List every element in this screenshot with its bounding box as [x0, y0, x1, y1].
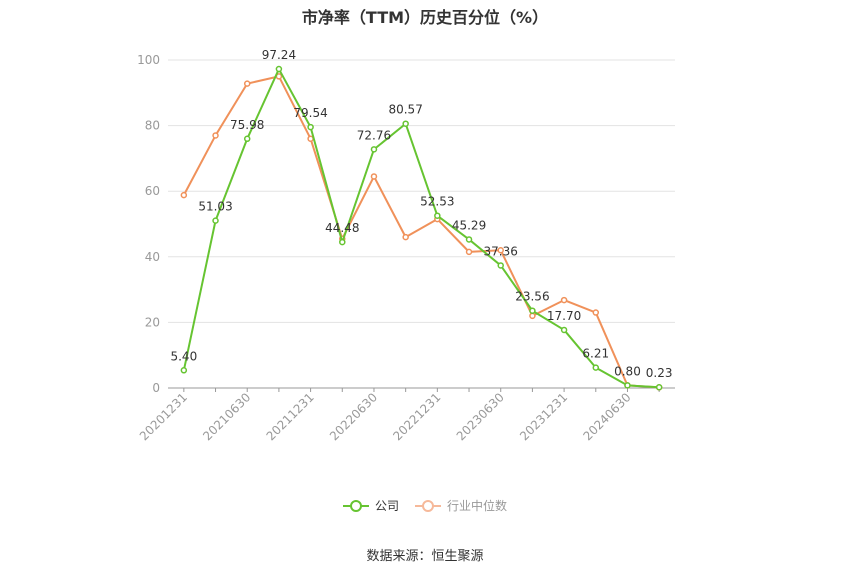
chart-legend: 公司 行业中位数	[0, 497, 850, 514]
data-point	[560, 326, 568, 334]
data-label: 17.70	[547, 309, 581, 323]
data-source: 数据来源：恒生聚源	[366, 549, 484, 564]
data-point	[624, 382, 631, 389]
data-point	[275, 65, 283, 73]
data-point	[497, 262, 504, 269]
data-point	[655, 383, 663, 391]
data-point	[592, 309, 600, 316]
data-label: 80.57	[388, 103, 422, 117]
legend-item-company[interactable]: 公司	[342, 497, 399, 514]
data-point	[402, 120, 409, 127]
legend-line-company-icon	[342, 499, 369, 512]
data-point	[434, 212, 441, 219]
data-label: 52.53	[420, 195, 454, 209]
data-point	[339, 238, 346, 246]
data-point	[370, 146, 378, 153]
legend-line-industry-icon	[415, 499, 441, 512]
data-label: 5.40	[170, 349, 197, 363]
x-tick-label: 20230630	[454, 390, 507, 443]
x-tick-label: 20240630	[581, 390, 634, 443]
y-tick-label: 60	[145, 184, 160, 198]
data-point	[465, 248, 473, 256]
x-tick-label: 20211231	[264, 390, 317, 443]
data-label: 79.54	[293, 106, 327, 120]
data-point	[402, 233, 409, 241]
data-label: 44.48	[325, 221, 359, 235]
data-point	[370, 173, 378, 180]
data-point	[497, 246, 504, 254]
y-tick-label: 20	[145, 315, 160, 329]
data-point	[307, 123, 314, 131]
data-label: 75.98	[230, 118, 264, 132]
data-point	[243, 80, 251, 87]
data-point	[465, 236, 473, 243]
x-tick-label: 20220630	[327, 390, 380, 443]
data-label: 45.29	[452, 218, 486, 232]
data-point	[180, 191, 188, 199]
y-tick-label: 40	[145, 250, 160, 264]
legend-label-company: 公司	[374, 499, 399, 513]
legend-label-industry-median: 行业中位数	[447, 499, 508, 513]
data-label: 97.24	[262, 48, 296, 62]
data-point	[529, 312, 536, 320]
x-tick-label: 20231231	[517, 390, 570, 443]
data-point	[560, 296, 568, 304]
x-tick-label: 20221231	[390, 390, 443, 443]
y-tick-label: 80	[145, 119, 160, 133]
y-tick-label: 0	[152, 381, 160, 395]
data-point	[180, 367, 188, 374]
x-tick-label: 20201231	[137, 390, 190, 443]
y-tick-label: 100	[137, 53, 160, 67]
data-label: 0.23	[646, 366, 673, 380]
data-label: 51.03	[198, 200, 232, 214]
data-label: 23.56	[515, 290, 549, 304]
legend-item-industry-median[interactable]: 行业中位数	[415, 497, 507, 514]
data-label: 37.36	[484, 244, 518, 258]
data-label: 0.80	[614, 364, 641, 378]
chart-title: 市净率（TTM）历史百分位（%）	[301, 8, 549, 27]
data-point	[592, 364, 600, 371]
series-line-1	[182, 75, 660, 389]
data-point	[212, 132, 219, 139]
data-point	[529, 307, 536, 314]
data-point	[243, 135, 251, 143]
data-label: 72.76	[357, 128, 391, 142]
data-label: 6.21	[582, 347, 609, 361]
data-point	[212, 217, 219, 224]
series-line-0	[182, 68, 660, 389]
x-tick-label: 20210630	[200, 390, 253, 443]
